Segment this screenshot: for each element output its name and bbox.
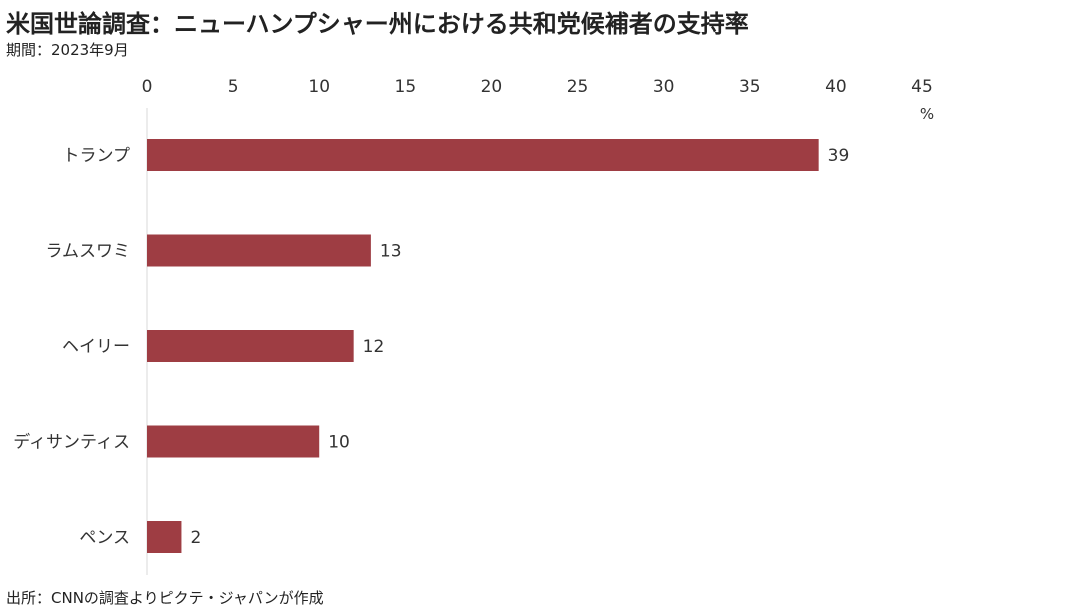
x-tick-label: 0 <box>142 77 153 97</box>
category-label: トランプ <box>63 146 131 166</box>
chart-period: 期間：2023年9月 <box>6 41 129 59</box>
bar <box>147 139 819 171</box>
bar-group: トランプ 39 <box>63 139 850 171</box>
data-label: 39 <box>828 146 850 166</box>
bar <box>147 330 354 362</box>
x-tick-label: 25 <box>567 77 589 97</box>
category-label: ヘイリー <box>62 337 130 357</box>
bars: トランプ 39 ラムスワミ 13 ヘイリー 12 ディサンティス 10 ペンス 2 <box>13 139 849 553</box>
x-tick-label: 15 <box>395 77 417 97</box>
x-tick-label: 40 <box>825 77 847 97</box>
x-axis-unit: % <box>920 105 934 123</box>
bar <box>147 521 182 553</box>
bar <box>147 425 320 458</box>
x-tick-label: 35 <box>739 77 761 97</box>
x-tick-label: 10 <box>308 77 330 97</box>
data-label: 2 <box>190 528 201 548</box>
x-tick-label: 5 <box>228 77 239 97</box>
chart-title: 米国世論調査：ニューハンプシャー州における共和党候補者の支持率 <box>6 10 749 38</box>
bar-group: ペンス 2 <box>79 521 201 553</box>
category-label: ディサンティス <box>13 432 130 453</box>
x-tick-label: 30 <box>653 77 675 97</box>
bar <box>147 234 371 267</box>
source-note: 出所：CNNの調査よりピクテ・ジャパンが作成 <box>6 589 324 607</box>
category-label: ラムスワミ <box>46 242 131 262</box>
category-label: ペンス <box>79 528 130 548</box>
data-label: 13 <box>380 242 402 262</box>
bar-group: ディサンティス 10 <box>13 425 350 458</box>
bar-group: ヘイリー 12 <box>62 330 384 362</box>
bar-group: ラムスワミ 13 <box>46 234 402 267</box>
data-label: 10 <box>328 433 350 453</box>
data-label: 12 <box>363 337 385 357</box>
x-axis-ticks: 0 5 10 15 20 25 30 35 40 45 <box>142 77 933 97</box>
x-tick-label: 45 <box>911 77 933 97</box>
x-tick-label: 20 <box>481 77 503 97</box>
